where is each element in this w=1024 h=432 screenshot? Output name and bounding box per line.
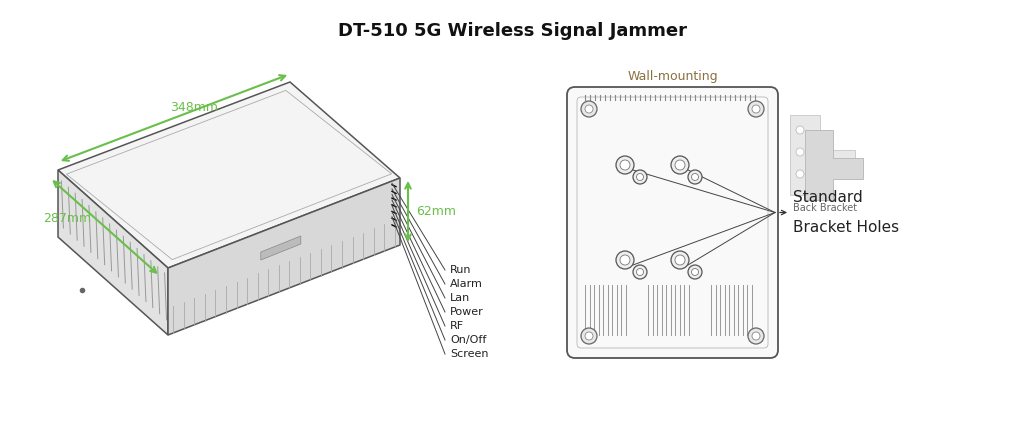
Polygon shape [58, 82, 400, 268]
Circle shape [796, 126, 804, 134]
Text: Power: Power [450, 307, 483, 317]
Circle shape [671, 156, 689, 174]
Text: Alarm: Alarm [450, 279, 483, 289]
FancyBboxPatch shape [567, 87, 778, 358]
Circle shape [748, 328, 764, 344]
Circle shape [620, 160, 630, 170]
Text: Bracket Holes: Bracket Holes [793, 220, 899, 235]
Circle shape [688, 265, 702, 279]
Circle shape [691, 269, 698, 276]
Circle shape [633, 265, 647, 279]
Text: Run: Run [450, 265, 471, 275]
Text: Wall-mounting: Wall-mounting [627, 70, 718, 83]
Circle shape [675, 160, 685, 170]
Circle shape [675, 255, 685, 265]
Polygon shape [790, 115, 855, 195]
Polygon shape [58, 170, 168, 335]
Text: 62mm: 62mm [416, 205, 456, 218]
Circle shape [616, 251, 634, 269]
Circle shape [620, 255, 630, 265]
Text: RF: RF [450, 321, 464, 331]
Text: Back Bracket: Back Bracket [793, 203, 857, 213]
Polygon shape [261, 236, 301, 260]
Circle shape [691, 174, 698, 181]
Circle shape [796, 170, 804, 178]
Circle shape [637, 174, 643, 181]
Circle shape [688, 170, 702, 184]
Circle shape [585, 332, 593, 340]
Polygon shape [805, 130, 863, 200]
Circle shape [796, 148, 804, 156]
Circle shape [752, 105, 760, 113]
Circle shape [748, 101, 764, 117]
Circle shape [633, 170, 647, 184]
Text: Screen: Screen [450, 349, 488, 359]
Circle shape [581, 101, 597, 117]
Text: 348mm: 348mm [170, 101, 218, 114]
Circle shape [637, 269, 643, 276]
Text: DT-510 5G Wireless Signal Jammer: DT-510 5G Wireless Signal Jammer [338, 22, 686, 40]
Circle shape [585, 105, 593, 113]
Circle shape [616, 156, 634, 174]
Text: Lan: Lan [450, 293, 470, 303]
Circle shape [581, 328, 597, 344]
Polygon shape [168, 178, 400, 335]
Text: Standard: Standard [793, 190, 863, 204]
Circle shape [752, 332, 760, 340]
Text: On/Off: On/Off [450, 335, 486, 345]
Circle shape [671, 251, 689, 269]
Text: 287mm: 287mm [43, 213, 91, 226]
